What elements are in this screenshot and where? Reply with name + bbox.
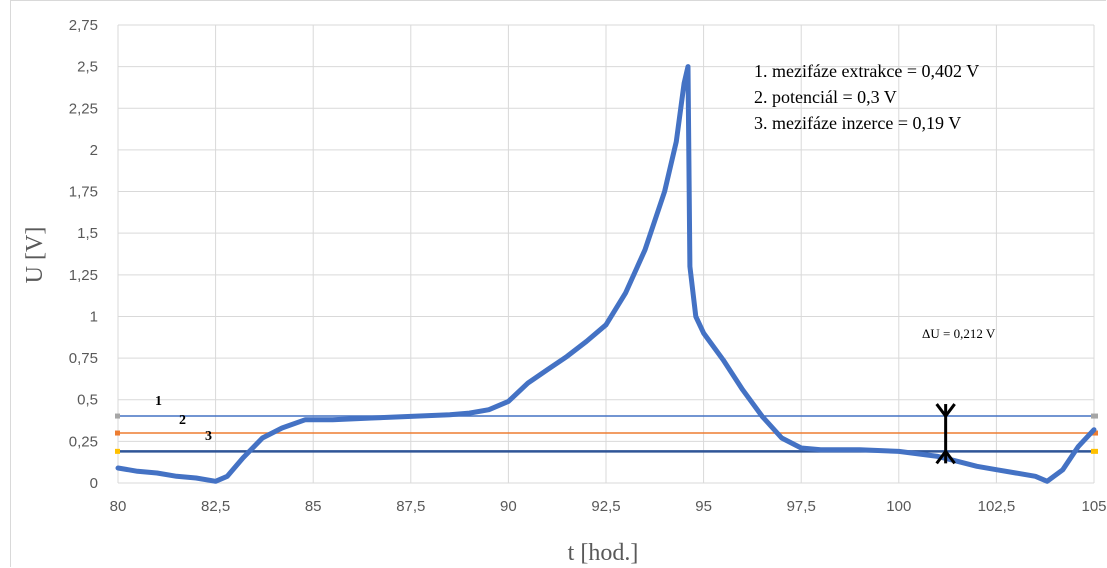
x-tick-label: 100 bbox=[886, 498, 911, 515]
x-tick-label: 97,5 bbox=[787, 498, 816, 515]
reference-line-marker-right bbox=[1091, 430, 1098, 436]
ref-line-label-3: 3 bbox=[205, 429, 212, 444]
y-tick-label: 1 bbox=[90, 308, 98, 325]
x-tick-label: 105 bbox=[1081, 498, 1106, 515]
x-tick-label: 82,5 bbox=[201, 498, 230, 515]
reference-lines bbox=[115, 413, 1098, 454]
y-tick-label: 1,75 bbox=[69, 184, 98, 201]
x-tick-label: 90 bbox=[500, 498, 517, 515]
x-tick-label: 102,5 bbox=[978, 498, 1016, 515]
y-tick-label: 2,25 bbox=[69, 100, 98, 117]
legend-item-1: 1. mezifáze extrakce = 0,402 V bbox=[754, 61, 979, 81]
x-tick-label: 92,5 bbox=[591, 498, 620, 515]
reference-line-marker-right bbox=[1091, 413, 1098, 419]
y-tick-label: 0,5 bbox=[77, 392, 98, 409]
ref-line-label-2: 2 bbox=[179, 413, 186, 428]
x-axis-title: t [hod.] bbox=[568, 540, 639, 566]
x-tick-label: 80 bbox=[110, 498, 127, 515]
x-tick-label: 87,5 bbox=[396, 498, 425, 515]
y-tick-label: 1,25 bbox=[69, 267, 98, 284]
reference-line-marker-left bbox=[115, 448, 120, 454]
y-tick-label: 0,25 bbox=[69, 433, 98, 450]
legend-item-2: 2. potenciál = 0,3 V bbox=[754, 87, 897, 107]
y-tick-label: 0 bbox=[90, 475, 98, 492]
x-axis-ticks: 80 82,5 85 87,5 90 92,5 95 97,5 100 102,5 105 bbox=[110, 498, 1107, 515]
ref-line-label-1: 1 bbox=[155, 394, 162, 409]
y-axis-title: U [V] bbox=[22, 227, 48, 284]
y-tick-label: 2,5 bbox=[77, 59, 98, 76]
legend: 1. mezifáze extrakce = 0,402 V 2. potenc… bbox=[754, 61, 979, 133]
delta-u-label: ΔU = 0,212 V bbox=[922, 326, 996, 341]
delta-u-annotation bbox=[935, 403, 956, 465]
grid bbox=[117, 24, 1095, 484]
y-tick-label: 0,75 bbox=[69, 350, 98, 367]
reference-line-marker-left bbox=[115, 430, 120, 436]
reference-line-marker-right bbox=[1091, 448, 1098, 454]
y-tick-label: 2 bbox=[90, 142, 98, 159]
chart-frame bbox=[10, 0, 1106, 567]
delta-u-top-marker bbox=[935, 403, 956, 419]
legend-item-3: 3. mezifáze inzerce = 0,19 V bbox=[754, 113, 961, 133]
reference-line-marker-left bbox=[115, 413, 120, 419]
y-axis-ticks: 0 0,25 0,5 0,75 1 1,25 1,5 1,75 2 2,25 2,5 2,75 bbox=[69, 17, 98, 492]
y-tick-label: 2,75 bbox=[69, 17, 98, 34]
y-tick-label: 1,5 bbox=[77, 225, 98, 242]
delta-u-bottom-marker bbox=[935, 448, 956, 465]
x-tick-label: 95 bbox=[695, 498, 712, 515]
x-tick-label: 85 bbox=[305, 498, 322, 515]
